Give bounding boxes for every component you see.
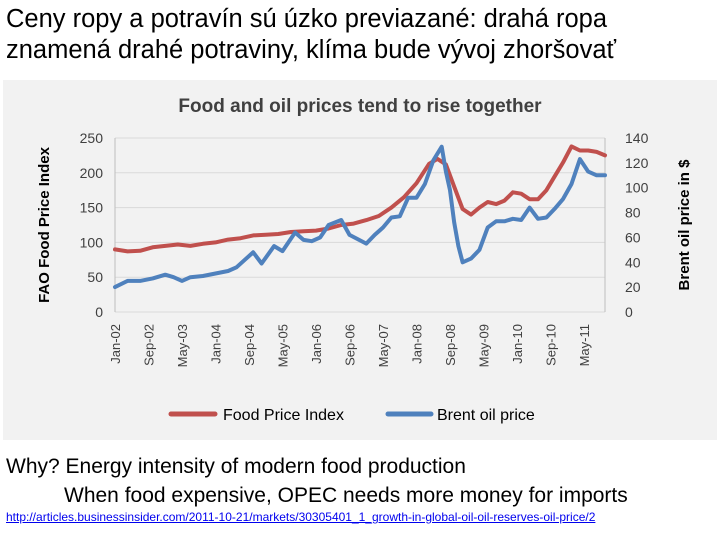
y-tick-label: 50 xyxy=(87,269,103,285)
explanation-line-1: Why? Energy intensity of modern food pro… xyxy=(6,455,466,478)
x-tick-label: May-07 xyxy=(376,324,391,367)
x-tick-label: Jan-08 xyxy=(410,324,425,364)
x-tick-label: Sep-04 xyxy=(242,324,257,366)
x-tick-label: Sep-08 xyxy=(443,324,458,366)
y2-tick-label: 120 xyxy=(625,155,649,171)
explanation-line-2: When food expensive, OPEC needs more mon… xyxy=(64,484,628,507)
legend-label-oil: Brent oil price xyxy=(437,407,535,424)
x-tick-label: Jan-04 xyxy=(209,324,224,364)
x-tick-label: Sep-06 xyxy=(343,324,358,366)
chart-title: Food and oil prices tend to rise togethe… xyxy=(178,96,542,117)
y-tick-label: 200 xyxy=(80,165,104,181)
slide-title: Ceny ropy a potravín sú úzko previazané:… xyxy=(6,5,617,64)
y-axis-title: FAO Food Price Index xyxy=(36,146,53,303)
food-price-index-line xyxy=(113,144,607,254)
food-oil-chart: Food and oil prices tend to rise togethe… xyxy=(36,96,693,424)
y-tick-label: 150 xyxy=(80,200,104,216)
y2-tick-label: 20 xyxy=(625,279,641,295)
explanation-text: Why? Energy intensity of modern food pro… xyxy=(6,452,718,510)
x-tick-label: Jan-10 xyxy=(510,324,525,364)
x-tick-label: May-05 xyxy=(276,324,291,367)
source-link[interactable]: http://articles.businessinsider.com/2011… xyxy=(6,510,596,524)
x-tick-label: Jan-02 xyxy=(108,324,123,364)
x-tick-label: Sep-10 xyxy=(544,324,559,366)
x-tick-label: May-03 xyxy=(175,324,190,367)
brent-oil-price-line xyxy=(113,144,607,290)
y2-tick-label: 60 xyxy=(625,229,641,245)
x-tick-label: Sep-02 xyxy=(142,324,157,366)
y2-tick-label: 140 xyxy=(625,130,649,146)
x-tick-label: May-11 xyxy=(577,324,592,366)
y2-tick-label: 0 xyxy=(625,304,633,320)
y-tick-label: 0 xyxy=(95,304,103,320)
legend-label-food: Food Price Index xyxy=(223,407,344,424)
y-tick-label: 250 xyxy=(80,130,104,146)
x-tick-label: Jan-06 xyxy=(309,324,324,364)
y2-tick-label: 40 xyxy=(625,254,641,270)
y2-tick-label: 100 xyxy=(625,180,649,196)
y-tick-label: 100 xyxy=(80,234,104,250)
chart-panel: Food and oil prices tend to rise togethe… xyxy=(3,80,717,440)
y2-axis-title: Brent oil price in $ xyxy=(676,159,693,291)
x-tick-label: May-09 xyxy=(477,324,492,367)
y2-tick-label: 80 xyxy=(625,205,641,221)
